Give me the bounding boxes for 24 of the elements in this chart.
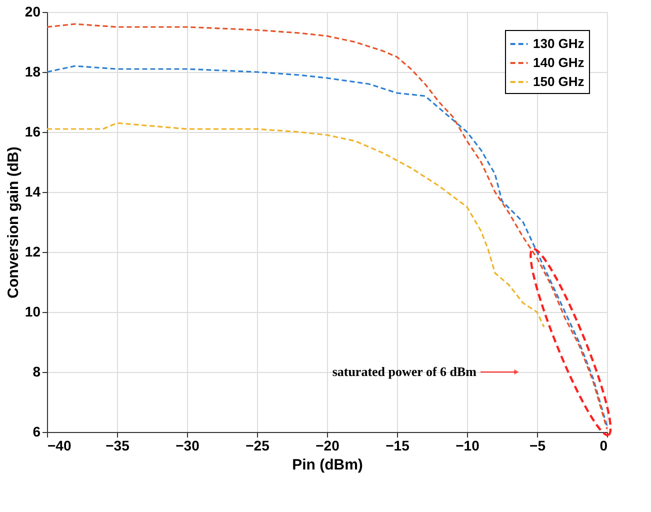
x-tick-label: −25	[246, 438, 270, 454]
x-tick-label: −15	[386, 438, 410, 454]
x-tick-label: −5	[530, 438, 546, 454]
line-series	[46, 122, 545, 328]
y-tick-label: 20	[24, 4, 41, 20]
x-tick-label: −40	[48, 438, 72, 454]
y-tick-label: 14	[24, 184, 41, 200]
y-axis-title: Conversion gain (dB)	[4, 146, 22, 298]
legend-label: 140 GHz	[533, 55, 585, 70]
x-tick-label: −20	[316, 438, 340, 454]
legend-label: 150 GHz	[533, 74, 585, 89]
y-tick-label: 18	[24, 64, 41, 80]
x-tick-label: −35	[106, 438, 130, 454]
x-tick-label: −30	[176, 438, 200, 454]
y-tick-label: 6	[32, 424, 41, 440]
annotation: saturated power of 6 dBm	[332, 364, 477, 379]
y-tick-label: 12	[24, 244, 41, 260]
y-tick-label: 10	[24, 304, 41, 320]
y-tick-label: 8	[32, 364, 41, 380]
x-tick-label: 0	[600, 438, 608, 454]
y-tick-label: 16	[24, 124, 41, 140]
x-tick-label: −10	[456, 438, 480, 454]
legend-label: 130 GHz	[533, 36, 585, 51]
x-axis-title: Pin (dBm)	[292, 456, 363, 474]
